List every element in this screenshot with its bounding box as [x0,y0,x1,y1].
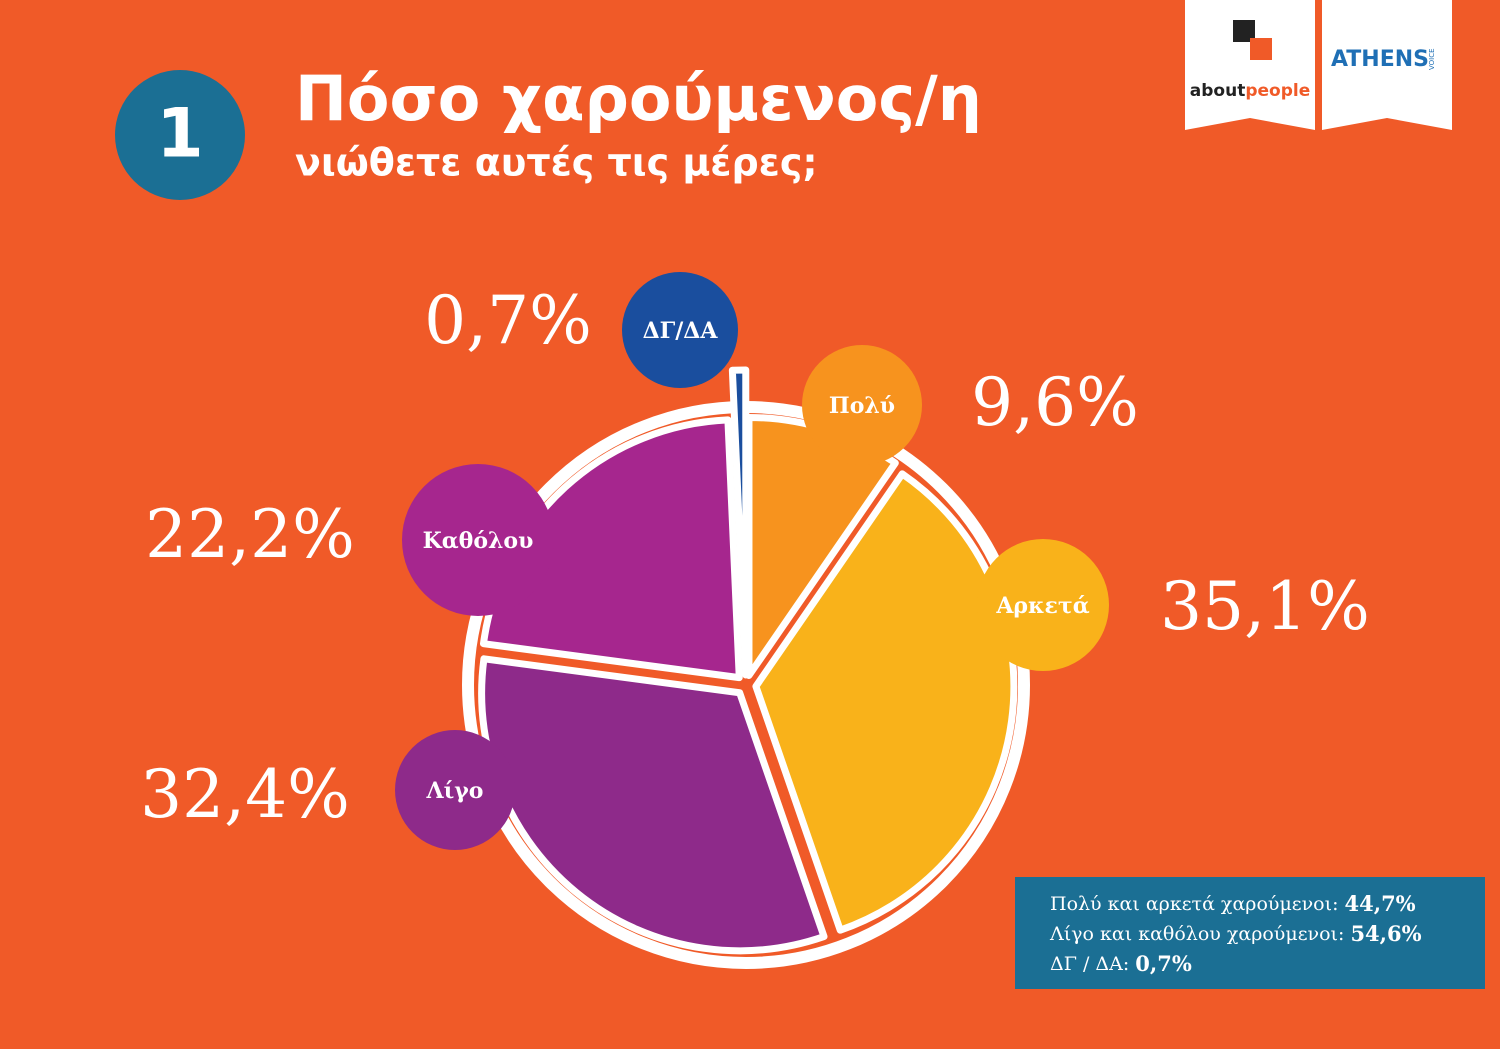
category-bubble [802,345,922,465]
number-badge [115,70,245,200]
summary: Πολύ και αρκετά χαρούμενοι: 44,7%Λίγο κα… [1049,891,1422,976]
logo-people: people [1245,81,1310,101]
pie-slice [478,655,828,955]
logo-banner [1185,0,1315,130]
value-label: 32,4% [140,756,350,833]
category-label: Αρκετά [995,593,1089,619]
value-label: 9,6% [971,364,1139,441]
category-bubble [402,464,554,616]
summary-value: 44,7% [1345,891,1416,916]
pie [478,366,1018,955]
summary-line: Λίγο και καθόλου χαρούμενοι: 54,6% [1049,921,1422,946]
logo-about: about [1190,81,1246,101]
chart-title: Πόσο χαρούμενος/η [295,62,982,135]
category-bubble [977,539,1109,671]
logo-icon [1250,38,1272,60]
summary-line: ΔΓ / ΔΑ: 0,7% [1050,951,1192,976]
summary-line: Πολύ και αρκετά χαρούμενοι: 44,7% [1050,891,1416,916]
number: 1 [156,95,203,174]
logo-voice: VOICE [1428,48,1436,70]
category-label: ΔΓ/ΔΑ [643,318,719,344]
category-bubble [395,730,515,850]
pie-slice [728,366,750,679]
summary-value: 54,6% [1350,921,1421,946]
summary-text: Λίγο και καθόλου χαρούμενοι: [1049,923,1344,945]
summary-box [1015,877,1485,989]
value-label: 22,2% [145,496,355,573]
logo-banner [1322,0,1452,130]
logo-icon [1233,20,1255,42]
category-bubble [622,272,738,388]
logos: aboutpeople ATHENS VOICE [1185,0,1452,130]
chart-subtitle: νιώθετε αυτές τις μέρες; [295,141,818,185]
category-label: Πολύ [829,393,895,419]
pie-slice [752,470,1018,934]
summary-text: Πολύ και αρκετά χαρούμενοι: [1050,893,1338,915]
category-label: Καθόλου [423,528,534,554]
summary-value: 0,7% [1135,951,1192,976]
summary-text: ΔΓ / ΔΑ: [1050,953,1129,975]
logo-aboutpeople: aboutpeople [1190,81,1310,101]
category-label: Λίγο [426,778,484,804]
value-label: 0,7% [424,282,592,359]
value-label: 35,1% [1160,568,1370,645]
logo-athens: ATHENS [1331,47,1429,72]
